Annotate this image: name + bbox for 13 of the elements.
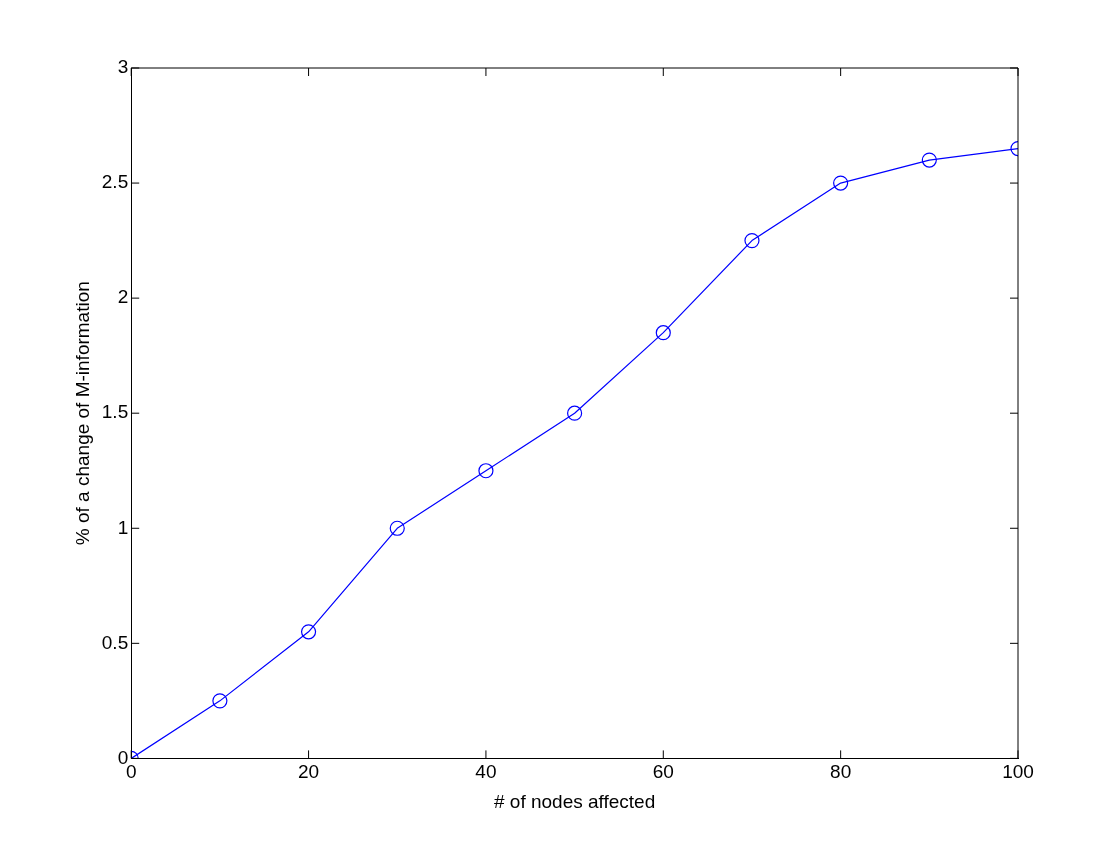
- x-tick-label: 80: [830, 761, 852, 783]
- y-tick-label: 1: [117, 516, 129, 538]
- x-tick-label: 20: [298, 761, 320, 783]
- y-axis-title: % of a change of M-information: [71, 281, 93, 546]
- y-tick-label: 0.5: [101, 631, 129, 653]
- y-tick-label: 1.5: [101, 401, 129, 423]
- y-tick-label: 3: [117, 56, 129, 78]
- x-tick-label: 40: [475, 761, 497, 783]
- y-tick-label: 2.5: [101, 171, 129, 193]
- x-tick-label: 100: [1002, 761, 1034, 783]
- x-tick-label: 60: [652, 761, 674, 783]
- y-tick-label: 2: [117, 286, 129, 308]
- x-axis-title: # of nodes affected: [493, 790, 656, 812]
